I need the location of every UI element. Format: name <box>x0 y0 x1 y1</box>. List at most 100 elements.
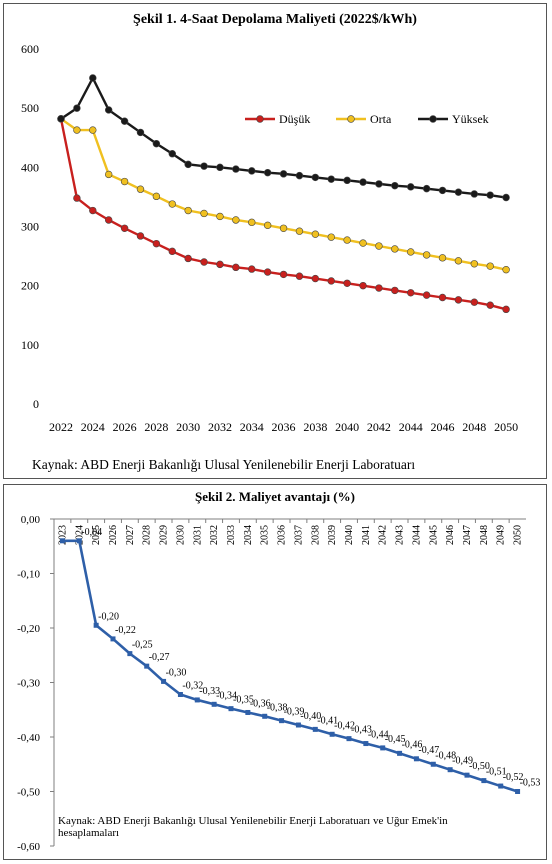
data-point <box>263 221 272 230</box>
data-point <box>248 265 256 273</box>
legend-label: Orta <box>370 112 392 126</box>
data-point <box>144 663 150 669</box>
data-point <box>375 284 383 292</box>
data-point <box>194 697 200 703</box>
data-point <box>136 185 145 193</box>
data-label: -0,20 <box>98 611 119 622</box>
data-point <box>177 691 183 697</box>
data-point <box>211 701 217 707</box>
chart-title: Şekil 1. 4-Saat Depolama Maliyeti (2022$… <box>133 12 417 27</box>
data-point <box>343 236 351 244</box>
x-tick-label: 2040 <box>335 420 359 434</box>
legend-swatch-marker <box>429 115 437 123</box>
x-tick-label: 2034 <box>240 420 264 434</box>
series-line-yüksek <box>60 75 507 199</box>
data-point <box>502 193 510 202</box>
chart-source: Kaynak: ABD Enerji Bakanlığı Ulusal Yeni… <box>32 457 416 472</box>
chart-title: Şekil 2. Maliyet avantajı (%) <box>195 489 355 504</box>
data-point <box>104 170 113 179</box>
data-point <box>295 227 304 235</box>
series-line-orta <box>60 117 507 271</box>
data-label: -0,33 <box>199 686 220 697</box>
x-tick-label: 2046 <box>431 420 455 434</box>
data-point <box>263 168 272 177</box>
data-label: -0,52 <box>503 772 524 783</box>
data-point <box>168 200 176 208</box>
data-point <box>359 239 367 247</box>
data-point <box>279 224 288 232</box>
y-tick-label: -0,30 <box>17 678 40 690</box>
data-label: -0,44 <box>368 730 389 741</box>
data-point <box>200 209 208 218</box>
legend-label: Yüksek <box>452 112 489 126</box>
x-tick-label: 2022 <box>49 420 73 434</box>
data-point <box>502 305 510 314</box>
data-point <box>515 789 521 794</box>
data-point <box>216 260 224 269</box>
data-point <box>89 206 97 215</box>
data-point <box>327 233 335 241</box>
y-tick-label: -0,20 <box>17 623 40 635</box>
data-label: -0,48 <box>435 750 456 761</box>
data-point <box>161 678 167 684</box>
x-tick-label: 2028 <box>142 525 153 545</box>
data-point <box>295 272 304 280</box>
data-point <box>391 181 399 190</box>
data-point <box>279 718 285 724</box>
data-label: -0,51 <box>486 767 507 778</box>
x-tick-label: 2042 <box>367 420 391 434</box>
x-tick-label: 2026 <box>108 525 119 545</box>
series-line-düşük <box>59 118 507 311</box>
data-point <box>184 254 192 263</box>
legend-swatch-marker <box>347 115 355 123</box>
data-point <box>391 245 399 253</box>
data-label: -0,45 <box>385 734 406 745</box>
x-tick-label: 2030 <box>175 525 186 545</box>
legend-swatch-marker <box>256 115 264 123</box>
data-point <box>184 160 192 169</box>
data-point <box>407 183 415 191</box>
data-point <box>120 224 129 232</box>
data-label: -0,49 <box>452 756 473 767</box>
data-point <box>232 165 240 173</box>
data-point <box>438 186 447 195</box>
data-point <box>359 281 367 290</box>
x-tick-label: 2038 <box>310 525 321 545</box>
y-tick-label: -0,60 <box>17 841 40 853</box>
data-point <box>89 126 97 134</box>
data-point <box>104 216 113 224</box>
data-point <box>93 622 99 628</box>
advantage-line-chart: 0,00 -0,10 -0,20 -0,30 -0,40 -0,50 -0,60 2023 20… <box>17 514 540 853</box>
data-point <box>152 139 161 148</box>
x-tick-label: 2038 <box>303 420 327 434</box>
data-point <box>245 709 251 715</box>
data-point <box>57 115 65 123</box>
data-label: -0,35 <box>233 695 254 706</box>
data-point <box>120 177 129 186</box>
x-tick-label: 2042 <box>378 525 389 545</box>
x-tick-label: 2045 <box>428 525 439 545</box>
data-point <box>486 301 494 309</box>
data-point <box>447 767 453 773</box>
data-point <box>127 651 133 657</box>
data-label: -0,40 <box>300 711 321 722</box>
x-tick-label: 2041 <box>361 525 372 545</box>
data-point <box>486 262 494 270</box>
data-point <box>73 126 81 134</box>
x-tick-label: 2047 <box>462 525 473 545</box>
data-point <box>152 239 161 248</box>
y-tick-label: -0,50 <box>17 787 40 799</box>
data-point <box>343 279 351 287</box>
data-point <box>407 289 415 297</box>
data-point <box>279 270 288 279</box>
data-point <box>216 212 224 221</box>
data-point <box>263 268 272 276</box>
data-point <box>343 176 351 185</box>
data-point <box>375 180 383 188</box>
x-tick-label: 2023 <box>57 525 68 545</box>
data-point <box>248 167 256 175</box>
y-tick-label: -0,10 <box>17 569 40 581</box>
data-label: -0,25 <box>132 640 153 651</box>
x-tick-label: 2027 <box>125 525 136 545</box>
cost-line-chart: 0 100 200 300 400 500 600 2022 2024 2026 2028 2030 2… <box>21 42 518 434</box>
